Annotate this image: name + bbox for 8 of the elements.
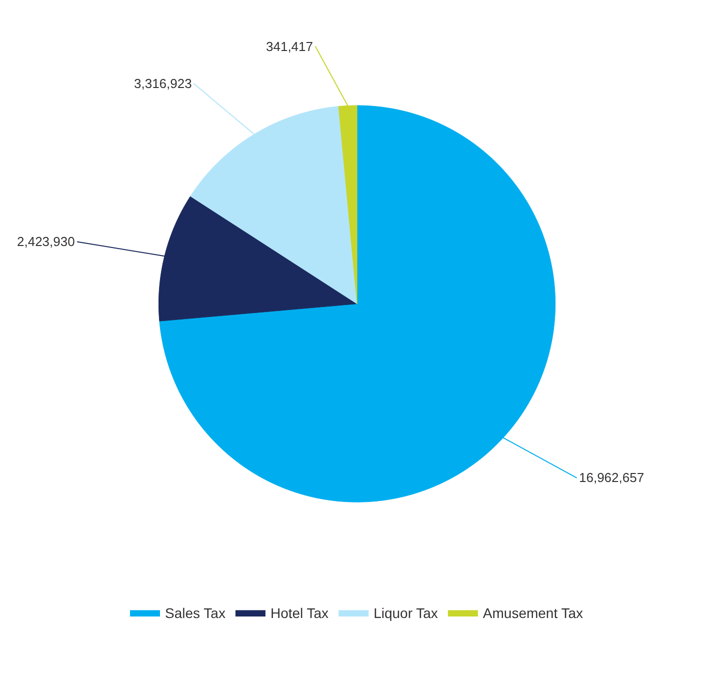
legend-label: Amusement Tax xyxy=(482,604,584,621)
data-label: 16,962,657 xyxy=(579,470,644,485)
legend-label: Sales Tax xyxy=(165,604,226,621)
data-label: 3,316,923 xyxy=(134,76,192,91)
data-label: 2,423,930 xyxy=(17,234,75,249)
legend-label: Liquor Tax xyxy=(374,604,438,621)
data-label: 341,417 xyxy=(266,39,313,54)
legend-label: Hotel Tax xyxy=(270,604,329,621)
